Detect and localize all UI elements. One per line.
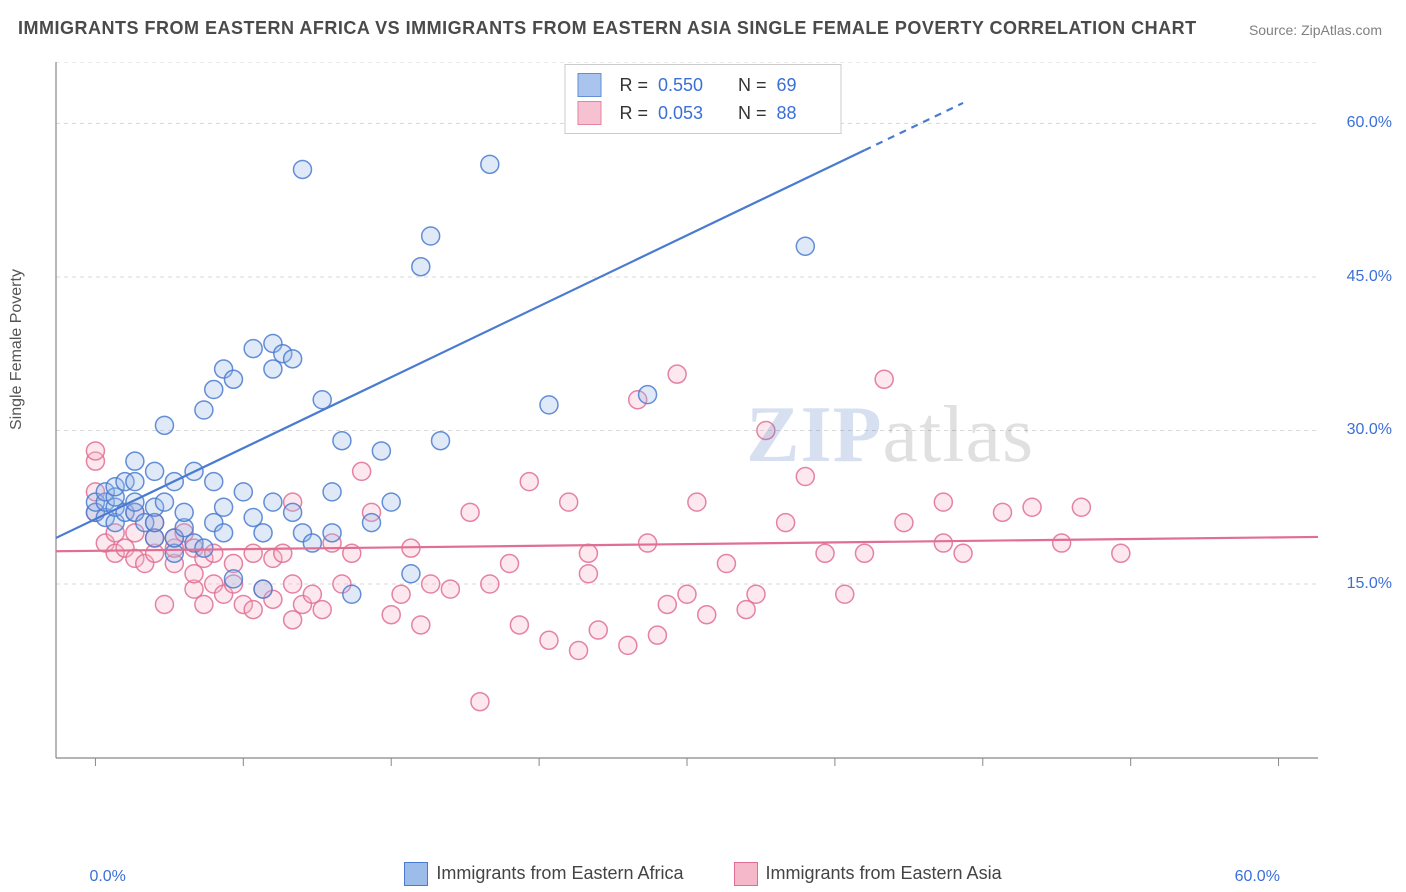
n-value: 69 [777, 75, 829, 96]
y-axis-label: Single Female Poverty [8, 269, 26, 430]
source-attribution: Source: ZipAtlas.com [1249, 22, 1382, 38]
stats-swatch [577, 101, 601, 125]
y-tick-label: 30.0% [1347, 421, 1392, 439]
scatter-plot [50, 62, 1378, 812]
y-tick-label: 15.0% [1347, 575, 1392, 593]
stats-row: R = 0.550 N = 69 [577, 71, 828, 99]
stats-row: R = 0.053 N = 88 [577, 99, 828, 127]
x-tick-label: 60.0% [1235, 868, 1280, 886]
chart-title: IMMIGRANTS FROM EASTERN AFRICA VS IMMIGR… [18, 18, 1197, 39]
r-label: R = [619, 103, 648, 124]
n-label: N = [738, 103, 767, 124]
r-value: 0.053 [658, 103, 710, 124]
n-label: N = [738, 75, 767, 96]
stats-swatch [577, 73, 601, 97]
r-label: R = [619, 75, 648, 96]
correlation-stats-box: R = 0.550 N = 69 R = 0.053 N = 88 [564, 64, 841, 134]
legend-item: Immigrants from Eastern Africa [404, 862, 683, 886]
legend-label: Immigrants from Eastern Asia [766, 863, 1002, 883]
n-value: 88 [777, 103, 829, 124]
legend-item: Immigrants from Eastern Asia [734, 862, 1002, 886]
x-tick-label: 0.0% [89, 868, 125, 886]
bottom-legend: Immigrants from Eastern Africa Immigrants… [0, 862, 1406, 886]
legend-label: Immigrants from Eastern Africa [436, 863, 683, 883]
y-tick-label: 60.0% [1347, 114, 1392, 132]
y-tick-label: 45.0% [1347, 268, 1392, 286]
legend-swatch [404, 862, 428, 886]
r-value: 0.550 [658, 75, 710, 96]
legend-swatch [734, 862, 758, 886]
